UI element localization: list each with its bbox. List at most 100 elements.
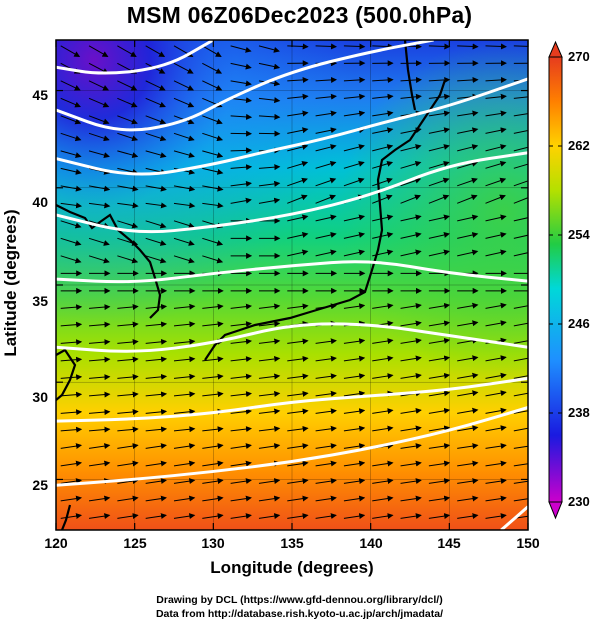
wind-arrow bbox=[315, 373, 337, 380]
wind-arrow bbox=[485, 177, 507, 187]
wind-arrow bbox=[258, 390, 281, 397]
wind-arrow bbox=[258, 355, 281, 362]
colorbar-label: 230 bbox=[568, 494, 590, 509]
wind-arrow bbox=[457, 194, 478, 204]
wind-arrow bbox=[400, 495, 422, 502]
wind-arrow bbox=[513, 463, 528, 467]
wind-arrow bbox=[88, 97, 110, 108]
wind-arrow bbox=[457, 144, 479, 152]
x-tick-label: 140 bbox=[359, 535, 383, 551]
wind-arrow bbox=[173, 97, 195, 108]
wind-arrow bbox=[372, 425, 394, 432]
wind-arrow bbox=[485, 144, 507, 152]
x-tick-label: 150 bbox=[516, 535, 540, 551]
height-contour bbox=[56, 260, 528, 284]
wind-arrow bbox=[428, 232, 450, 239]
wind-arrow bbox=[485, 320, 507, 327]
wind-arrow bbox=[485, 372, 507, 379]
wind-arrow bbox=[457, 460, 479, 467]
wind-arrow bbox=[117, 185, 139, 192]
wind-arrow bbox=[258, 97, 281, 104]
wind-arrow bbox=[287, 513, 309, 520]
wind-arrow bbox=[258, 303, 281, 310]
x-tick-label: 135 bbox=[280, 535, 304, 551]
wind-arrow bbox=[315, 513, 337, 520]
wind-arrow bbox=[343, 338, 366, 345]
wind-arrow bbox=[230, 62, 252, 70]
wind-arrow bbox=[258, 408, 281, 415]
wind-arrow bbox=[202, 237, 224, 246]
wind-arrow bbox=[513, 129, 528, 134]
wind-arrow bbox=[230, 338, 252, 345]
wind-arrow bbox=[315, 460, 337, 467]
wind-arrow bbox=[117, 391, 139, 398]
wind-arrow bbox=[457, 372, 479, 379]
wind-arrow bbox=[400, 144, 422, 152]
wind-arrow bbox=[428, 407, 451, 414]
wind-arrow bbox=[400, 478, 422, 485]
wind-arrow bbox=[230, 426, 252, 433]
wind-arrow bbox=[173, 202, 196, 209]
wind-arrow bbox=[60, 478, 83, 485]
wind-arrow bbox=[287, 373, 309, 380]
wind-arrow bbox=[513, 392, 528, 397]
wind-arrow bbox=[287, 408, 309, 415]
wind-arrow bbox=[485, 443, 507, 450]
wind-arrow bbox=[513, 480, 528, 484]
wind-arrow bbox=[117, 132, 139, 142]
wind-arrow bbox=[372, 408, 394, 415]
y-tick-label: 25 bbox=[32, 477, 48, 493]
wind-arrow bbox=[400, 337, 422, 344]
wind-arrow bbox=[173, 321, 196, 328]
wind-arrow bbox=[457, 407, 479, 414]
wind-arrow bbox=[400, 249, 422, 257]
coast-taiwan bbox=[60, 504, 72, 530]
wind-arrow bbox=[457, 214, 479, 222]
wind-arrow bbox=[428, 93, 451, 100]
wind-arrow bbox=[343, 408, 366, 415]
wind-arrow bbox=[230, 97, 252, 104]
wind-arrow bbox=[145, 220, 167, 229]
wind-arrow bbox=[372, 127, 394, 134]
wind-arrow bbox=[145, 115, 167, 125]
wind-arrow bbox=[428, 460, 451, 467]
wind-arrow bbox=[202, 303, 224, 310]
wind-arrow bbox=[258, 513, 281, 520]
wind-arrow bbox=[230, 443, 252, 450]
wind-arrow bbox=[258, 495, 281, 502]
wind-arrow bbox=[428, 110, 451, 117]
wind-arrow bbox=[315, 160, 337, 169]
wind-arrow bbox=[230, 180, 252, 187]
wind-arrow bbox=[173, 513, 196, 520]
wind-arrow bbox=[428, 160, 450, 169]
wind-arrow bbox=[400, 407, 422, 414]
wind-arrow bbox=[60, 97, 81, 108]
wind-arrow bbox=[343, 425, 366, 432]
wind-arrow bbox=[60, 374, 83, 381]
wind-arrow bbox=[315, 478, 337, 485]
wind-arrow bbox=[60, 115, 82, 125]
wind-arrow bbox=[315, 303, 337, 310]
wind-arrow bbox=[400, 460, 422, 467]
wind-arrow bbox=[230, 113, 253, 120]
wind-arrow bbox=[117, 460, 139, 467]
wind-arrow bbox=[315, 177, 337, 187]
wind-arrow bbox=[343, 43, 366, 50]
wind-arrow bbox=[372, 93, 394, 100]
wind-arrow bbox=[117, 426, 139, 433]
wind-arrow bbox=[230, 373, 252, 380]
wind-arrow bbox=[117, 373, 139, 380]
wind-arrow bbox=[202, 132, 224, 142]
wind-arrow bbox=[173, 132, 195, 142]
wind-arrow bbox=[513, 234, 528, 239]
wind-arrow bbox=[315, 390, 337, 397]
wind-arrow bbox=[485, 214, 507, 222]
wind-arrow bbox=[287, 144, 309, 152]
wind-arrow bbox=[457, 425, 479, 432]
wind-arrow bbox=[315, 495, 337, 502]
wind-arrow bbox=[258, 320, 281, 327]
wind-arrow bbox=[287, 110, 309, 117]
wind-arrow bbox=[485, 127, 507, 134]
wind-arrow bbox=[428, 425, 451, 432]
height-contours bbox=[56, 40, 528, 530]
